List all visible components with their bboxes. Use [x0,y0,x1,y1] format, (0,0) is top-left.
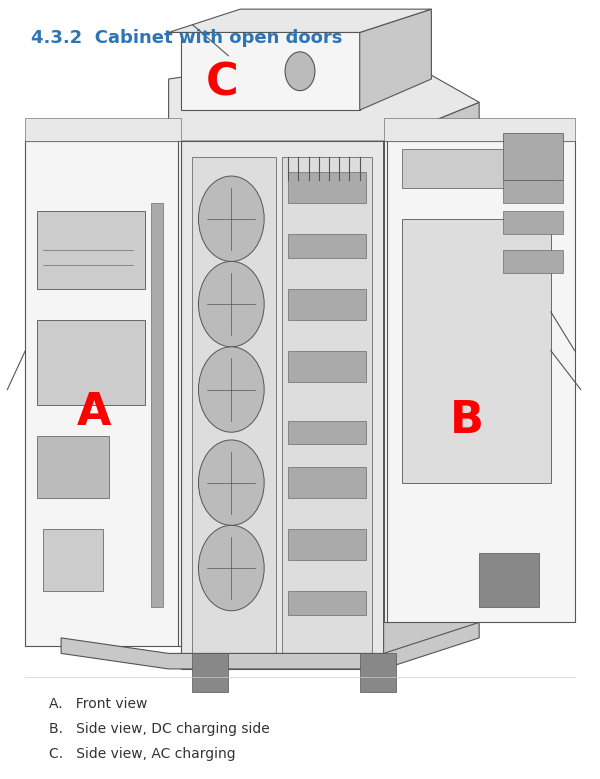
Bar [360,654,395,693]
Text: 4.3.2  Cabinet with open doors: 4.3.2 Cabinet with open doors [31,29,343,47]
Bar [288,591,365,615]
Polygon shape [25,141,181,646]
Polygon shape [25,118,181,141]
Polygon shape [169,9,431,33]
Polygon shape [383,102,479,669]
Bar [503,250,563,273]
Circle shape [199,176,264,262]
Text: C.   Side view, AC charging: C. Side view, AC charging [49,746,236,760]
Circle shape [199,262,264,347]
Bar [503,180,563,203]
Polygon shape [383,141,575,622]
Polygon shape [193,157,276,654]
Bar [401,149,551,188]
Circle shape [199,525,264,611]
Polygon shape [169,48,479,141]
Bar [288,288,365,319]
Text: C: C [206,62,239,104]
Bar [37,211,145,288]
Polygon shape [181,33,360,110]
Polygon shape [282,157,371,654]
Bar [37,436,109,499]
Bar [43,529,103,591]
Bar [479,552,539,607]
Text: B.   Side view, DC charging side: B. Side view, DC charging side [49,721,270,735]
Text: A: A [77,391,111,434]
Text: B: B [450,399,484,442]
Circle shape [199,347,264,432]
Polygon shape [181,141,383,669]
Circle shape [285,52,315,90]
Bar [37,319,145,405]
Bar [288,172,365,203]
Bar [193,654,229,693]
Polygon shape [360,9,431,110]
Bar [288,529,365,560]
Polygon shape [383,118,575,141]
Bar [288,421,365,444]
Circle shape [199,440,264,525]
Bar [288,351,365,382]
Bar [151,203,163,607]
Bar [288,467,365,499]
Bar [401,219,551,483]
Bar [503,211,563,234]
Bar [288,234,365,258]
Text: A.   Front view: A. Front view [49,697,148,711]
Polygon shape [61,622,479,669]
Bar [503,133,563,180]
